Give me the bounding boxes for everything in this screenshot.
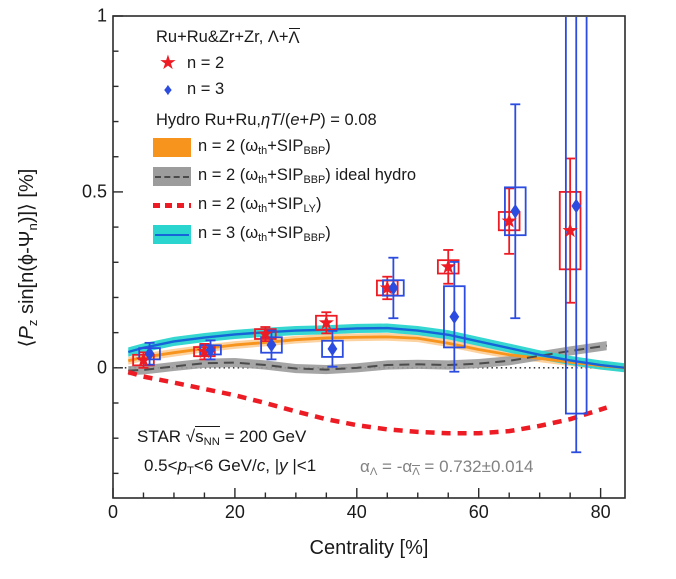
y-tick-label: 0 (96, 357, 107, 378)
legend-item-cyan-band: n = 3 (ωth+SIPBBP) (150, 220, 416, 249)
curve-n2-omega-th-SIP-BBP-ideal-hydro (128, 344, 607, 372)
curve-n3-omega-th-SIP-BBP-hydro (127, 326, 624, 369)
legend-item-label: n = 3 (ωth+SIPBBP) (198, 224, 331, 245)
x-tick-label: 60 (468, 502, 489, 522)
gray-band-dashed-swatch-icon (153, 167, 191, 186)
plot-frame (112, 15, 626, 499)
star-marker-icon (501, 213, 517, 228)
curve-n2-omega-th-SIP-LY (127, 369, 608, 436)
alpha-annotation: αΛ = -αΛ = 0.732±0.014 (360, 457, 534, 479)
diamond-marker-icon (388, 280, 399, 296)
x-axis-title: Centrality [%] (309, 537, 429, 559)
legend-item-red-dashes: n = 2 (ωth+SIPLY) (150, 191, 416, 220)
y-tick-label: 0.5 (81, 181, 107, 202)
diamond-marker-icon (205, 342, 216, 358)
star-marker-icon (440, 258, 456, 274)
y-axis-title: ⟨Pz sin[n(ϕ-Ψn)]⟩ [%] (16, 168, 40, 348)
legend-item-label: n = 2 (ωth+SIPBBP) (198, 137, 331, 158)
x-tick-label: 40 (346, 502, 367, 522)
legend-item-label: n = 2 (187, 53, 225, 72)
x-tick-label: 20 (224, 502, 245, 522)
diamond-marker-icon (510, 203, 521, 219)
star-marker-icon (257, 326, 273, 341)
markers-n3-data (144, 198, 582, 362)
diamond-marker-icon (571, 198, 582, 214)
star-marker-icon (562, 222, 578, 238)
diamond-marker-icon: ♦ (163, 79, 173, 99)
legend-item-n3-data: ♦ n = 3 (150, 76, 416, 102)
diamond-marker-icon (449, 309, 460, 325)
legend-item-gray-band: n = 2 (ωth+SIPBBP) ideal hydro (150, 162, 416, 191)
orange-band-swatch-icon (153, 138, 191, 157)
cyan-band-blue-line-swatch-icon (153, 225, 191, 244)
star-marker-icon (318, 314, 334, 330)
diamond-marker-icon (266, 337, 277, 353)
legend-hydro-header: Hydro Ru+Ru, ηT/(e + P) = 0.08 (156, 110, 377, 129)
markers-n2-data (135, 213, 578, 367)
experiment-annotation: STAR √sNN = 200 GeV (137, 426, 307, 449)
diamond-marker-icon (144, 346, 155, 362)
diamond-marker-icon (327, 341, 338, 357)
legend: Ru+Ru&Zr+Zr, Λ+ Λ ★ n = 2 ♦ n = 3 Hydro R… (150, 24, 416, 249)
red-dashes-swatch-icon (153, 203, 191, 208)
legend-data-header: Ru+Ru&Zr+Zr, Λ+ Λ (156, 27, 300, 47)
legend-item-label: n = 2 (ωth+SIPBBP) ideal hydro (198, 166, 417, 187)
kinematics-annotation: 0.5<pT<6 GeV/c, |y |<1 (144, 456, 317, 478)
legend-item-n2-data: ★ n = 2 (150, 50, 416, 76)
x-tick-label: 80 (590, 502, 611, 522)
legend-item-orange-band: n = 2 (ωth+SIPBBP) (150, 133, 416, 162)
star-marker-icon (135, 352, 152, 367)
x-tick-label: 0 (107, 502, 119, 522)
band-n2-omega-th-SIP-BBP-ideal-hydro (128, 341, 607, 376)
legend-item-label: n = 2 (ωth+SIPLY) (198, 195, 322, 216)
star-marker-icon (379, 279, 395, 295)
legend-item-label: n = 3 (187, 79, 225, 98)
star-marker-icon (196, 343, 213, 359)
y-tick-label: 1 (96, 5, 107, 26)
star-marker-icon: ★ (159, 52, 177, 74)
axis-ticks (112, 15, 602, 498)
band-n3-omega-th-SIP-BBP-hydro (128, 323, 624, 373)
plot-data-layer (115, 17, 624, 454)
